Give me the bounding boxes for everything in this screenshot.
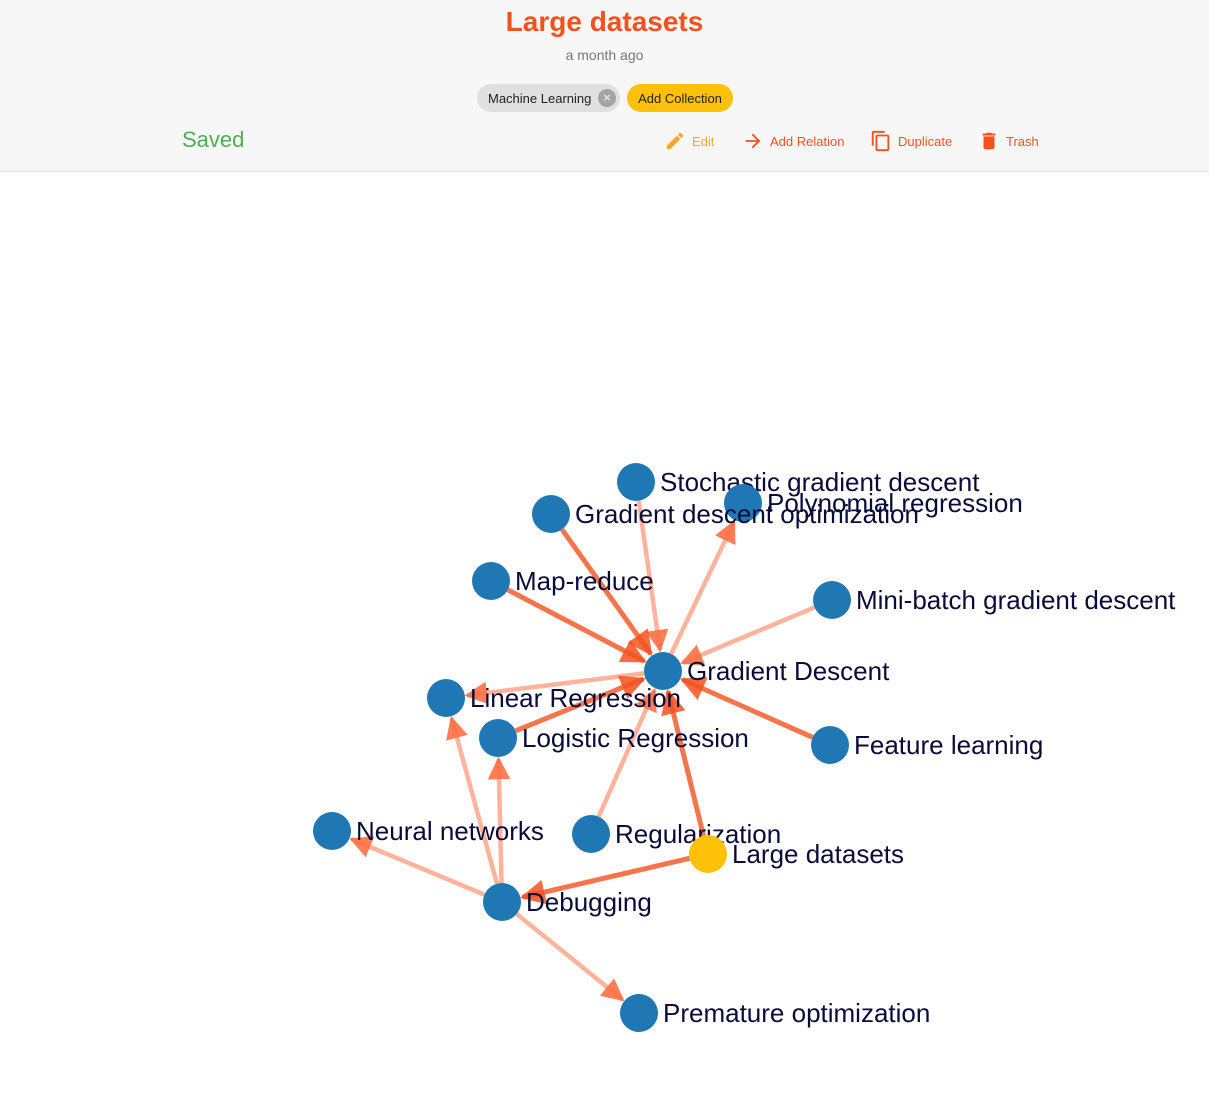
edge-regularization-to-gradient-descent: [596, 688, 657, 818]
page-header: Large datasets a month ago Machine Learn…: [0, 0, 1209, 172]
edge-logistic-regression-to-gradient-descent: [514, 675, 646, 734]
arrow-right-icon: [745, 133, 761, 149]
node-gd-optimization[interactable]: Gradient descent optimization: [532, 495, 919, 533]
edge-debugging-to-linear-regression: [446, 716, 500, 885]
node-label: Stochastic gradient descent: [660, 467, 980, 497]
node-label: Polynomial regression: [767, 488, 1023, 518]
node-label: Gradient Descent: [687, 656, 890, 686]
node-label: Debugging: [526, 887, 652, 917]
node-circle[interactable]: [479, 719, 517, 757]
edge-feature-learning-to-gradient-descent: [679, 677, 814, 740]
node-feature-learning[interactable]: Feature learning: [811, 726, 1043, 764]
trash-button[interactable]: Trash: [978, 128, 1039, 154]
node-large-datasets[interactable]: Large datasets: [689, 835, 904, 873]
node-circle[interactable]: [689, 835, 727, 873]
copy-icon: [871, 130, 890, 152]
edge-debugging-to-premature-optimization: [515, 912, 625, 1002]
duplicate-label: Duplicate: [898, 133, 953, 149]
trash-icon: [982, 132, 996, 150]
node-circle[interactable]: [472, 562, 510, 600]
collection-chip-label: Machine Learning: [488, 90, 592, 106]
page-title: Large datasets: [505, 6, 704, 37]
edge-debugging-to-logistic-regression: [487, 756, 511, 884]
node-label: Neural networks: [356, 816, 544, 846]
node-gradient-descent[interactable]: Gradient Descent: [644, 652, 890, 690]
edge-map-reduce-to-gradient-descent: [506, 587, 647, 664]
edge-large-datasets-to-gradient-descent: [661, 688, 706, 837]
node-circle[interactable]: [483, 883, 521, 921]
edit-label: Edit: [692, 133, 715, 149]
trash-label: Trash: [1006, 133, 1039, 149]
collection-chip[interactable]: Machine Learning ×: [477, 84, 620, 112]
duplicate-button[interactable]: Duplicate: [870, 128, 952, 154]
add-relation-label: Add Relation: [770, 133, 845, 149]
edit-button[interactable]: Edit: [664, 128, 714, 154]
edge-large-datasets-to-debugging: [520, 855, 691, 905]
node-linear-regression[interactable]: Linear Regression: [427, 679, 681, 717]
node-circle[interactable]: [724, 484, 762, 522]
edge-mini-batch-gd-to-gradient-descent: [680, 605, 816, 666]
node-label: Large datasets: [732, 839, 904, 869]
add-relation-button[interactable]: Add Relation: [742, 128, 844, 154]
edge-gradient-descent-to-linear-regression: [464, 671, 645, 705]
node-map-reduce[interactable]: Map-reduce: [472, 562, 654, 600]
node-neural-networks[interactable]: Neural networks: [313, 812, 544, 850]
node-label: Gradient descent optimization: [575, 499, 919, 529]
node-label: Logistic Regression: [522, 723, 749, 753]
node-label: Linear Regression: [470, 683, 681, 713]
node-polynomial-regression[interactable]: Polynomial regression: [724, 484, 1023, 522]
node-mini-batch-gd[interactable]: Mini-batch gradient descent: [813, 581, 1176, 619]
timestamp: a month ago: [565, 47, 644, 63]
edge-stochastic-gd-to-gradient-descent: [636, 500, 669, 653]
node-label: Map-reduce: [515, 566, 654, 596]
node-circle[interactable]: [532, 495, 570, 533]
node-premature-optimization[interactable]: Premature optimization: [620, 994, 930, 1032]
add-collection-button[interactable]: Add Collection: [627, 84, 733, 112]
node-logistic-regression[interactable]: Logistic Regression: [479, 719, 749, 757]
node-debugging[interactable]: Debugging: [483, 883, 652, 921]
node-circle[interactable]: [427, 679, 465, 717]
node-label: Premature optimization: [663, 998, 930, 1028]
node-label: Feature learning: [854, 730, 1043, 760]
edge-gd-optimization-to-gradient-descent: [559, 528, 653, 656]
node-circle[interactable]: [313, 812, 351, 850]
close-circle-icon[interactable]: ×: [598, 89, 616, 107]
node-circle[interactable]: [811, 726, 849, 764]
node-label: Mini-batch gradient descent: [856, 585, 1176, 615]
node-circle[interactable]: [620, 994, 658, 1032]
node-stochastic-gd[interactable]: Stochastic gradient descent: [617, 463, 980, 501]
edge-gradient-descent-to-polynomial-regression: [669, 519, 737, 655]
pencil-icon: [666, 132, 684, 150]
node-circle[interactable]: [572, 815, 610, 853]
add-collection-label: Add Collection: [638, 90, 722, 106]
edge-debugging-to-neural-networks: [349, 836, 486, 897]
node-circle[interactable]: [813, 581, 851, 619]
node-circle[interactable]: [617, 463, 655, 501]
node-circle[interactable]: [644, 652, 682, 690]
save-status: Saved: [182, 127, 245, 152]
